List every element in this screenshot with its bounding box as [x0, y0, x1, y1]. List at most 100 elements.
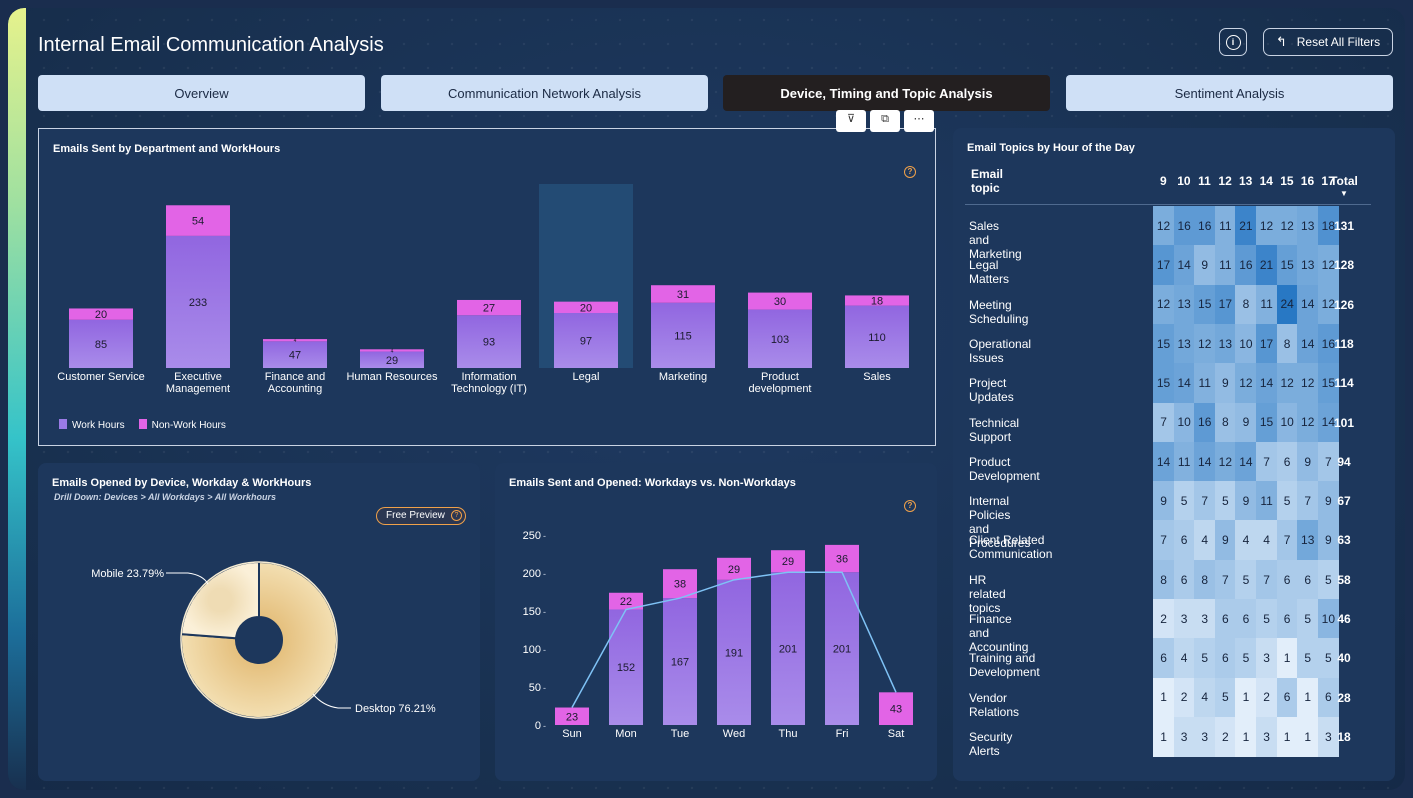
heatmap-cell[interactable]: 15: [1153, 323, 1175, 364]
col-header-hour[interactable]: 15: [1280, 174, 1294, 188]
heatmap-cell[interactable]: 7: [1276, 520, 1298, 561]
heatmap-cell[interactable]: 10: [1235, 323, 1257, 364]
heatmap-cell[interactable]: 8: [1194, 559, 1216, 600]
bar-work-hours[interactable]: [845, 305, 909, 368]
heatmap-cell[interactable]: 14: [1297, 323, 1319, 364]
heatmap-cell[interactable]: 15: [1317, 363, 1339, 403]
heatmap-cell[interactable]: 9: [1214, 520, 1236, 561]
tab-device-timing-topic[interactable]: Device, Timing and Topic Analysis: [723, 75, 1050, 111]
row-total[interactable]: 94: [1337, 454, 1351, 469]
heatmap-cell[interactable]: 12: [1153, 284, 1175, 325]
heatmap-cell[interactable]: 14: [1153, 441, 1175, 482]
heatmap-cell[interactable]: 13: [1297, 206, 1319, 246]
bar-work-hours[interactable]: [166, 235, 230, 368]
tab-overview[interactable]: Overview: [38, 75, 365, 111]
heatmap-cell[interactable]: 7: [1214, 559, 1236, 600]
heatmap-cell[interactable]: 5: [1297, 638, 1319, 679]
row-total[interactable]: 131: [1333, 219, 1355, 233]
tab-communication-network[interactable]: Communication Network Analysis: [381, 75, 708, 111]
bar-work-hours[interactable]: [69, 319, 133, 368]
heatmap-cell[interactable]: 14: [1173, 363, 1195, 403]
heatmap-cell[interactable]: 12: [1194, 323, 1216, 364]
heatmap-cell[interactable]: 12: [1297, 363, 1319, 403]
row-label-topic[interactable]: Finance and Accounting: [969, 612, 1029, 654]
row-total[interactable]: 18: [1337, 729, 1351, 744]
heatmap-cell[interactable]: 15: [1153, 363, 1175, 403]
bar-non-work-hours[interactable]: [663, 569, 697, 599]
bar-non-work-hours[interactable]: [748, 292, 812, 310]
heatmap-cell[interactable]: 5: [1256, 599, 1278, 639]
bar-work-hours[interactable]: [651, 302, 715, 368]
bar-work-hours[interactable]: [717, 579, 751, 725]
bar-work-hours[interactable]: [663, 598, 697, 725]
heatmap-cell[interactable]: 14: [1256, 363, 1278, 403]
heatmap-cell[interactable]: 17: [1214, 284, 1236, 325]
row-label-topic[interactable]: Internal Policies and Procedures: [969, 494, 1031, 551]
heatmap-cell[interactable]: 6: [1276, 441, 1298, 482]
col-header-hour[interactable]: 10: [1177, 174, 1191, 188]
heatmap-cell[interactable]: 7: [1256, 441, 1278, 482]
heatmap-cell[interactable]: 16: [1194, 402, 1216, 443]
bar-non-work-hours[interactable]: [717, 557, 751, 580]
dept-chart-panel[interactable]: Emails Sent by Department and WorkHours …: [38, 128, 936, 446]
heatmap-cell[interactable]: 4: [1194, 677, 1216, 718]
row-total[interactable]: 128: [1333, 258, 1355, 273]
heatmap-cell[interactable]: 5: [1235, 559, 1257, 600]
col-header-hour[interactable]: 13: [1239, 174, 1253, 188]
heatmap-cell[interactable]: 3: [1317, 716, 1339, 757]
device-chart-panel[interactable]: Emails Opened by Device, Workday & WorkH…: [38, 463, 480, 781]
heatmap-cell[interactable]: 1: [1235, 677, 1257, 718]
heatmap-cell[interactable]: 21: [1235, 206, 1257, 246]
heatmap-cell[interactable]: 2: [1153, 599, 1175, 639]
dept-bar-chart[interactable]: 85 20 Customer Service 233 54 ExecutiveManage…: [39, 129, 935, 445]
heatmap-cell[interactable]: 7: [1153, 402, 1175, 443]
heatmap-cell[interactable]: 5: [1297, 599, 1319, 639]
heatmap-cell[interactable]: 8: [1153, 559, 1175, 600]
heatmap-cell[interactable]: 6: [1153, 638, 1175, 679]
heatmap-cell[interactable]: 14: [1297, 284, 1319, 325]
heatmap-cell[interactable]: 14: [1235, 441, 1257, 482]
col-header-hour[interactable]: 14: [1259, 174, 1273, 188]
heatmap-cell[interactable]: 14: [1173, 245, 1195, 286]
heatmap-cell[interactable]: 1: [1276, 716, 1298, 757]
heatmap-cell[interactable]: 13: [1297, 520, 1319, 561]
heatmap-cell[interactable]: 1: [1153, 677, 1175, 718]
heatmap-cell[interactable]: 12: [1276, 206, 1298, 246]
row-total[interactable]: 67: [1337, 494, 1351, 509]
row-label-topic[interactable]: Legal Matters: [969, 258, 1010, 287]
heatmap-cell[interactable]: 2: [1256, 677, 1278, 718]
heatmap-cell[interactable]: 11: [1194, 363, 1216, 403]
heatmap-cell[interactable]: 5: [1317, 559, 1339, 600]
heatmap-cell[interactable]: 5: [1173, 481, 1195, 521]
free-preview-badge[interactable]: Free Preview ?: [376, 507, 466, 525]
heatmap-cell[interactable]: 7: [1256, 559, 1278, 600]
heatmap-cell[interactable]: 13: [1297, 245, 1319, 286]
row-total[interactable]: 28: [1337, 690, 1351, 705]
heatmap-cell[interactable]: 24: [1276, 284, 1298, 325]
heatmap-cell[interactable]: 16: [1194, 206, 1216, 246]
bar-work-hours[interactable]: [457, 315, 521, 368]
heatmap-cell[interactable]: 4: [1194, 520, 1216, 561]
heatmap-cell[interactable]: 9: [1297, 441, 1319, 482]
col-header-hour[interactable]: 11: [1198, 174, 1211, 188]
heatmap-cell[interactable]: 9: [1317, 481, 1339, 521]
col-header-hour[interactable]: 12: [1218, 174, 1232, 188]
row-total[interactable]: 40: [1337, 651, 1351, 666]
heatmap-cell[interactable]: 6: [1276, 677, 1298, 718]
heatmap-cell[interactable]: 7: [1194, 481, 1216, 521]
row-label-topic[interactable]: Security Alerts: [969, 729, 1013, 758]
heatmap-cell[interactable]: 1: [1276, 638, 1298, 679]
bar-non-work-hours[interactable]: [771, 550, 805, 573]
bar-non-work-hours[interactable]: [263, 339, 327, 342]
heatmap-cell[interactable]: 5: [1194, 638, 1216, 679]
bar-non-work-hours[interactable]: [609, 592, 643, 610]
heatmap-cell[interactable]: 11: [1256, 481, 1278, 521]
heatmap-cell[interactable]: 16: [1173, 206, 1195, 246]
reset-filters-button[interactable]: ↰ Reset All Filters: [1263, 28, 1393, 56]
row-total[interactable]: 101: [1333, 415, 1355, 430]
heatmap-cell[interactable]: 18: [1317, 206, 1339, 246]
heatmap-cell[interactable]: 15: [1276, 245, 1298, 286]
row-label-topic[interactable]: Operational Issues: [969, 336, 1032, 365]
bar-work-hours[interactable]: [360, 351, 424, 368]
heatmap-cell[interactable]: 6: [1276, 599, 1298, 639]
